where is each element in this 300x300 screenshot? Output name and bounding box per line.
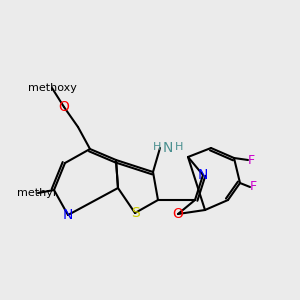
Text: N: N [198,168,208,182]
Text: methoxy: methoxy [28,83,76,93]
Text: H: H [153,142,161,152]
Text: O: O [172,207,183,221]
Text: O: O [58,100,69,114]
Text: N: N [163,141,173,155]
Text: methyl: methyl [16,188,56,198]
Text: S: S [130,206,140,220]
Text: N: N [63,208,73,222]
Text: F: F [249,181,256,194]
Text: F: F [248,154,255,166]
Text: H: H [175,142,183,152]
